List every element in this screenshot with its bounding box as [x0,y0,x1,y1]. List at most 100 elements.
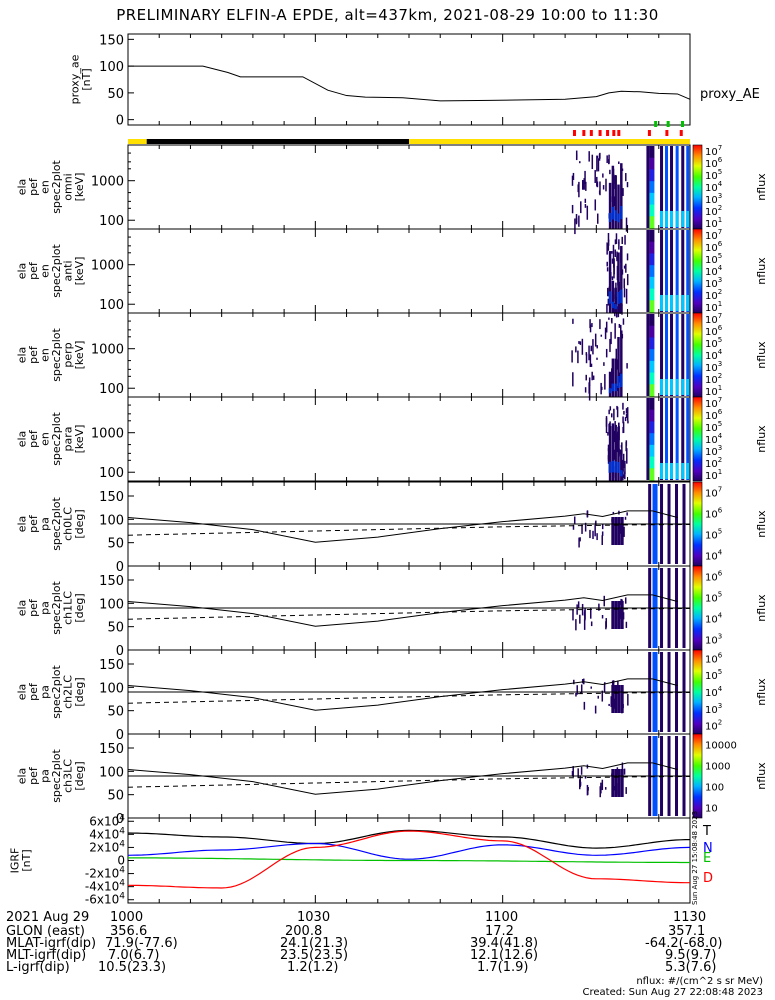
energy-colorbar-tick: 102 [705,288,722,302]
red-marker [598,130,602,136]
spectrogram-pixel [607,455,610,461]
spectrogram-pixel [625,408,628,414]
pitch-angle-panel [127,484,691,564]
spectrogram-pixel [575,692,577,697]
spectrogram-pixel [610,331,612,345]
pitch-colorbar [692,649,703,735]
spectrogram-pixel [614,323,616,339]
spectrogram-pixel [575,346,577,353]
spectrogram-pixel [609,169,611,175]
pitch-colorbar-tick: 103 [705,702,722,716]
pitch-colorbar-tick: 10000 [705,741,737,752]
spectrogram-pixel [649,204,655,217]
spectrogram-pixel [649,409,655,422]
spectrogram-pixel [607,298,610,306]
spectrogram-pixel [649,192,655,206]
spectrogram-pixel [625,263,627,273]
spectrogram-pixel [649,314,655,327]
spectrogram-pixel [620,685,624,713]
spectrogram-pixel [616,405,618,410]
spectrogram-pixel [598,153,601,161]
energy-colorbar-label: nflux [755,425,768,453]
energy-colorbar-tick: 101 [705,300,722,314]
spectrogram-pixel [579,691,582,694]
spectrogram-pixel [619,291,621,304]
spectrogram-pixel [604,374,606,390]
spectrogram-pixel [626,274,629,286]
spectrogram-pixel [611,165,615,229]
spectrogram-pixel [614,239,617,245]
spectrogram-pixel [620,769,624,797]
red-marker [647,130,651,136]
spectrogram-pixel [618,161,620,165]
energy-colorbar [692,312,703,398]
spectrogram-pixel [611,423,615,481]
spectrogram-pixel [627,694,629,706]
spectrogram-pixel [618,239,620,244]
spectrogram-pixel [619,608,622,619]
igrf-y-tick-label: -6x104 [85,892,125,907]
spectrogram-pixel [670,379,674,395]
spectrogram-pixel [594,170,596,183]
spectrogram-pixel [624,471,626,480]
spectrogram-pixel [649,276,655,290]
pitch-colorbar-tick: 102 [705,719,722,733]
footer-value: 1.7(1.9) [477,960,529,975]
spectrogram-pixel [681,379,685,395]
loss-cone-solid-line [127,510,678,543]
spectrogram-pixel [611,280,615,313]
spectrogram-pixel [605,321,608,333]
spectrogram-pixel [609,406,612,411]
energy-panel-ylabel: elapefenspec2plotanti[keV] [15,244,86,298]
energy-panel-ylabel-text: elapefenspec2plotanti[keV] [15,244,86,298]
spectrogram-pixel [624,417,627,422]
pitch-angle-panel [127,568,691,648]
spectrogram-pixel [595,520,597,526]
y-tick-label: 100 [99,60,124,75]
spectrogram-pixel [686,379,690,395]
energy-colorbar-tick: 102 [705,204,722,218]
igrf-line-E [128,857,690,864]
igrf-ylabel: IGRF[nT] [8,848,33,874]
footer-value: 5.3(7.6) [665,960,717,975]
spectrogram-pixel [618,422,620,427]
pitch-colorbar-tick: 1000 [705,762,730,773]
spectrogram-pixel [665,295,669,311]
pitch-colorbar-tick: 106 [705,570,723,584]
spectrogram-pixel [588,385,591,401]
igrf-legend-E: E [703,851,711,866]
spectrogram-pixel [586,205,589,220]
energy-colorbar-tick: 104 [705,348,723,362]
spectrogram-pixel [670,230,674,312]
spectrogram-pixel [606,267,609,272]
igrf-legend-N: N [703,841,713,856]
spectrogram-pixel [686,398,690,480]
spectrogram-pixel [665,398,669,480]
spectrogram-pixel [611,251,613,254]
spectrogram-pixel [603,595,606,607]
spectrogram-pixel [617,601,621,629]
energy-colorbar [692,228,703,314]
spectrogram-pixel [584,607,586,620]
spectrogram-pixel [660,230,664,312]
spectrogram-pixel [617,769,621,797]
energy-panel-ylabel-text: elapefenspec2plotomni[keV] [15,160,86,214]
spectrogram-pixel [601,615,604,619]
spectrogram-pixel [578,341,580,344]
spectrogram-pixel [681,398,685,480]
spectrogram-pixel [589,607,592,619]
units-note: nflux: #/(cm^2 s sr MeV) [636,976,763,987]
energy-colorbar-tick: 105 [705,168,722,182]
footer-label-glon: GLON (east) [6,924,85,939]
spectrogram-pixel [587,786,589,791]
spectrogram-pixel [614,769,618,797]
spectrogram-pixel [623,278,626,289]
plot-title: PRELIMINARY ELFIN-A EPDE, alt=437km, 202… [116,6,659,24]
spectrogram-pixel [623,265,626,269]
spectrogram-pixel [623,410,625,415]
spectrogram-pixel [614,601,618,629]
spectrogram-pixel [590,621,593,627]
spectrogram-pixel [626,363,628,369]
spectrogram-pixel [686,314,690,396]
y-tick-label: 0 [116,728,124,743]
